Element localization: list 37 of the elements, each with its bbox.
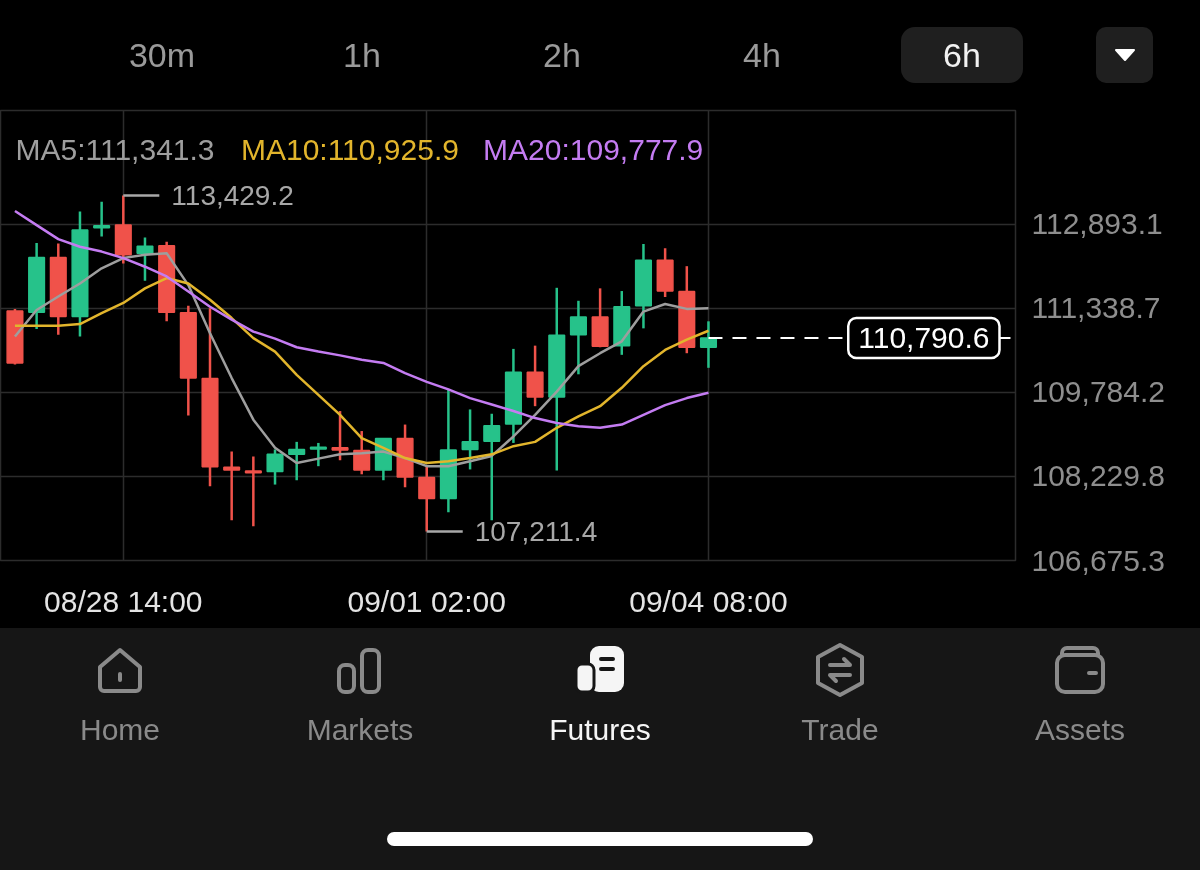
candlestick: [266, 448, 284, 486]
text: MA5:111,341.3: [15, 132, 215, 166]
text: Assets: [1034, 713, 1126, 746]
x-tick-label: 09/01 02:00: [347, 584, 506, 618]
candlestick: [699, 320, 718, 370]
candlestick: [288, 440, 306, 482]
text: Trade: [801, 713, 879, 746]
text: 2h: [543, 36, 581, 74]
text: 6h: [943, 36, 981, 74]
text: Markets: [306, 713, 414, 746]
text: Futures: [549, 713, 651, 746]
candlestick: [418, 464, 436, 533]
text: 4h: [743, 36, 781, 74]
y-tick-label: 106,675.3: [1031, 543, 1165, 577]
x-tick-label: 09/04 08:00: [629, 584, 788, 618]
candlestick: [244, 455, 262, 528]
y-tick-label: 108,229.8: [1031, 459, 1165, 493]
candlestick: [223, 450, 241, 522]
candlestick: [569, 299, 587, 376]
text: MA10:110,925.9: [240, 132, 459, 166]
candlestick: [483, 412, 501, 522]
text: Home: [79, 713, 161, 746]
y-tick-label: 112,893.1: [1031, 207, 1163, 241]
x-tick-label: 08/28 14:00: [44, 584, 203, 618]
annotation: 113,429.2: [171, 179, 294, 211]
annotation: 107,211.4: [474, 516, 598, 548]
line-series: [13, 209, 710, 430]
candlestick: [136, 236, 154, 283]
ref-line-label: 110,790.6: [858, 321, 990, 355]
text: 1h: [343, 36, 381, 74]
text: 30m: [128, 36, 196, 74]
candlestick: [93, 200, 111, 238]
y-tick-label: 111,338.7: [1031, 291, 1161, 325]
candlestick: [331, 409, 349, 462]
y-tick-label: 109,784.2: [1031, 375, 1165, 409]
text: MA20:109,777.9: [483, 132, 704, 166]
candlestick: [461, 408, 479, 471]
